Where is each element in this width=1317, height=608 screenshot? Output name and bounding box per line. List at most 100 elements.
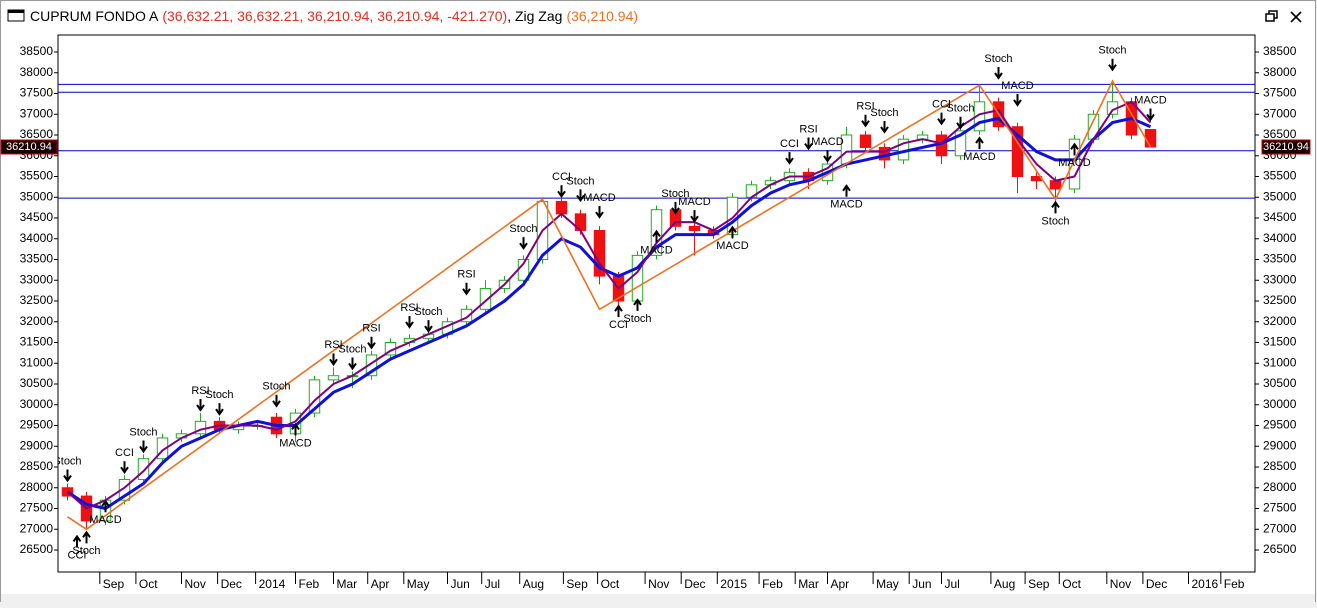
signal-label: Stoch [984, 53, 1012, 65]
x-tick-label: Mar [337, 577, 358, 591]
signal-label: MACD [716, 240, 748, 252]
signal-arrow [633, 298, 642, 311]
signal-label: RSI [856, 101, 874, 113]
indicator-value: (36,210.94) [566, 8, 638, 24]
signal-label: Stoch [566, 175, 594, 187]
chart-title: CUPRUM FONDO A [30, 8, 159, 24]
signal-label: RSI [400, 302, 418, 314]
x-tick-label: Apr [831, 577, 850, 591]
window-icon-bar [8, 10, 24, 13]
x-tick-label: Dec [221, 577, 242, 591]
signal-arrow [614, 304, 623, 318]
signal-label: MACD [1058, 157, 1090, 169]
signal-label: Stoch [1098, 45, 1126, 57]
y-tick-label: 37000 [1263, 106, 1297, 120]
candle-body [156, 437, 169, 460]
signal-arrow [823, 149, 832, 163]
signal-label: Stoch [870, 107, 898, 119]
zigzag-line [67, 79, 1152, 531]
y-tick-label: 29500 [20, 418, 54, 432]
signal-label: Stoch [661, 188, 689, 200]
y-tick-label: 33000 [1263, 272, 1297, 286]
signal-arrow [63, 469, 72, 483]
signal-arrow [82, 530, 91, 544]
close-button[interactable] [1286, 8, 1306, 26]
x-tick-label: Jul [945, 577, 960, 591]
y-tick-label: 27000 [1263, 521, 1297, 535]
signal-label: RSI [362, 323, 380, 335]
signal-arrow [937, 112, 946, 126]
candle-body [327, 375, 340, 381]
x-tick-label: Sep [566, 577, 588, 591]
x-tick-label: May [407, 577, 430, 591]
signal-label: Stoch [623, 313, 651, 325]
signal-arrow [956, 116, 965, 130]
x-tick-label: Mar [798, 577, 819, 591]
signal-label: RSI [191, 385, 209, 397]
x-tick-label: Aug [994, 577, 1015, 591]
signal-arrow [1070, 142, 1079, 156]
last-price-box [0, 139, 58, 155]
y-tick-label: 37000 [20, 106, 54, 120]
x-tick-label: Oct [1062, 577, 1081, 591]
signal-label: CCI [609, 319, 628, 331]
signal-label: Stoch [338, 343, 366, 355]
y-tick-label: 35500 [20, 169, 54, 183]
x-tick-label: Aug [523, 577, 544, 591]
y-tick-label: 28000 [1263, 480, 1297, 494]
signal-label: CCI [780, 138, 799, 150]
y-tick-label: 33000 [20, 272, 54, 286]
status-bar [1, 594, 1315, 602]
signal-label: MACD [963, 151, 995, 163]
signal-label: CCI [68, 549, 87, 561]
restore-button[interactable] [1262, 8, 1282, 26]
x-tick-label: Dec [1146, 577, 1167, 591]
x-tick-label: Oct [601, 577, 620, 591]
signal-arrow [291, 422, 300, 436]
moving-average [66, 100, 1152, 510]
y-tick-label: 30500 [20, 376, 54, 390]
title: CUPRUM FONDO A (36,632.21, 36,632.21, 36,… [30, 8, 638, 24]
candle-body [555, 200, 568, 215]
y-tick-label: 36500 [1263, 127, 1297, 141]
signal-arrow [842, 184, 851, 197]
signal-arrow [101, 499, 110, 513]
signal-arrow [215, 403, 224, 416]
signal-label: Stoch [262, 381, 290, 393]
signal-arrow [462, 282, 471, 296]
y-tick-label: 29500 [1263, 418, 1297, 432]
signal-arrow [196, 398, 205, 412]
x-tick-label: Feb [299, 577, 320, 591]
signal-arrow [367, 336, 376, 350]
last-price-box [1261, 139, 1311, 155]
candle-body [460, 308, 473, 323]
y-tick-label: 26500 [1263, 542, 1297, 556]
candle-body [1049, 180, 1062, 190]
y-tick-label: 32000 [1263, 314, 1297, 328]
signal-arrow [424, 320, 433, 333]
x-tick-label: Feb [1224, 577, 1245, 591]
candle-body [1144, 129, 1157, 148]
plot-area [57, 34, 1256, 573]
plot: StochStochCCIMACDCCIStochRSIStochStochMA… [58, 45, 1255, 561]
x-tick-label: Oct [139, 577, 158, 591]
signal-label: MACD [583, 192, 615, 204]
signal-label: Stoch [946, 103, 974, 115]
signal-arrow [348, 357, 357, 371]
x-tick-label: 2015 [720, 577, 747, 591]
candle-body [954, 130, 967, 157]
candle-body [137, 458, 150, 480]
signal-label: Stoch [72, 545, 100, 557]
signal-label: RSI [457, 269, 475, 281]
x-tick-label: Jun [451, 577, 470, 591]
y-tick-label: 32500 [1263, 293, 1297, 307]
y-tick-label: 36500 [20, 127, 54, 141]
moving-average [66, 116, 1152, 511]
y-tick-label: 37500 [1263, 86, 1297, 100]
y-tick-label: 31500 [1263, 335, 1297, 349]
y-tick-label: 34000 [20, 231, 54, 245]
y-tick-label: 33500 [1263, 252, 1297, 266]
signal-arrow [72, 534, 82, 548]
y-tick-label: 31000 [20, 355, 54, 369]
